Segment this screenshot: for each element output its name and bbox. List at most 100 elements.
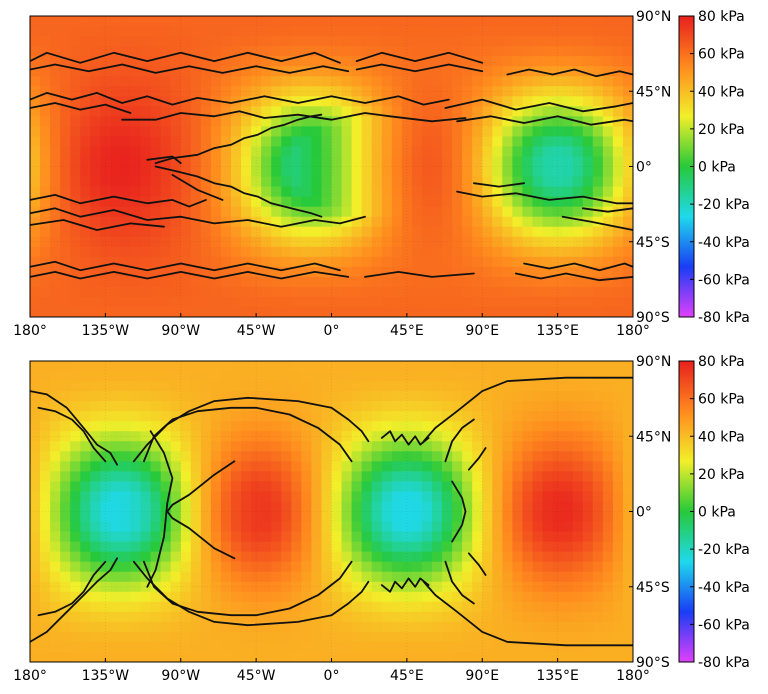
heatmap-cell [462,431,473,442]
heatmap-cell [462,196,473,208]
heatmap-cell [321,531,333,543]
heatmap-cell [50,381,61,392]
heatmap-cell [582,136,594,148]
heatmap-cell [180,381,192,392]
heatmap-cell [381,491,393,503]
heatmap-cell [210,186,222,198]
heatmap-cell [572,601,584,613]
heatmap-cell [110,76,122,87]
heatmap-cell [70,256,81,268]
heatmap-cell [30,146,41,158]
heatmap-cell [110,276,122,288]
heatmap-cell [331,571,343,583]
heatmap-cell [241,521,252,533]
heatmap-cell [411,461,423,472]
heatmap-cell [331,401,343,412]
heatmap-cell [150,186,162,198]
heatmap-cell [40,651,51,662]
heatmap-cell [241,461,252,472]
heatmap-cell [391,471,403,482]
heatmap-cell [281,206,292,218]
heatmap-cell [100,116,111,127]
heatmap-cell [612,306,624,317]
heatmap-cell [472,86,483,97]
heatmap-cell [150,36,162,47]
heatmap-cell [502,146,513,158]
heatmap-cell [291,176,302,188]
heatmap-cell [582,391,594,402]
heatmap-cell [361,46,373,57]
heatmap-cell [160,246,172,258]
heatmap-cell [261,631,272,643]
heatmap-cell [120,631,132,643]
heatmap-cell [391,431,403,442]
colorbar-tick-label: 40 kPa [698,84,745,100]
heatmap-cell [120,451,132,462]
heatmap-cell [170,551,182,563]
fracture-line [30,102,132,114]
heatmap-cell [341,491,353,503]
heatmap-cell [291,136,302,148]
heatmap-cell [351,621,363,633]
heatmap-cell [331,36,343,47]
heatmap-cell [492,86,503,97]
heatmap-cell [482,296,493,308]
colorbar-tick-label: -80 kPa [698,310,750,326]
heatmap-cell [462,86,473,97]
heatmap-cell [472,196,483,208]
heatmap-cell [200,286,212,298]
heatmap-cell [401,391,413,402]
heatmap-cell [552,46,564,57]
heatmap-cell [512,106,524,117]
heatmap-cell [432,621,443,633]
heatmap-cell [271,166,282,178]
heatmap-cell [140,381,152,392]
heatmap-cell [301,146,312,158]
heatmap-cell [381,216,393,228]
heatmap-cell [170,521,182,533]
heatmap-cell [60,106,71,117]
heatmap-cell [251,286,262,298]
heatmap-cell [170,561,182,573]
heatmap-cell [80,601,91,613]
heatmap-cell [90,66,101,77]
heatmap-cell [432,216,443,228]
heatmap-cell [401,266,413,278]
heatmap-cell [592,601,604,613]
heatmap-cell [391,256,403,268]
heatmap-cell [190,286,202,298]
heatmap-cell [170,46,182,57]
heatmap-cell [301,371,312,382]
heatmap-cell [371,421,383,432]
heatmap-cell [30,431,41,442]
heatmap-cell [582,601,594,613]
heatmap-cell [70,501,81,513]
heatmap-cell [220,541,232,553]
heatmap-cell [40,591,51,603]
heatmap-cell [391,96,403,107]
heatmap-cell [231,116,242,127]
heatmap-cell [140,216,152,228]
heatmap-cell [40,206,51,218]
heatmap-cell [190,166,202,178]
heatmap-cell [472,226,483,238]
heatmap-cell [542,581,554,593]
heatmap-cell [271,246,282,258]
heatmap-cell [60,431,71,442]
heatmap-cell [502,511,513,523]
heatmap-cell [442,581,453,593]
fracture-line [380,430,430,446]
heatmap-cell [472,391,483,402]
heatmap-cell [351,136,363,148]
heatmap-cell [301,621,312,633]
heatmap-cell [572,551,584,563]
heatmap-cell [180,66,192,77]
heatmap-cell [220,306,232,317]
heatmap-cell [452,501,463,513]
heatmap-cell [311,96,323,107]
heatmap-cell [592,621,604,633]
heatmap-cell [401,521,413,533]
heatmap-cell [30,561,41,573]
heatmap-cell [120,401,132,412]
heatmap-cell [432,491,443,503]
